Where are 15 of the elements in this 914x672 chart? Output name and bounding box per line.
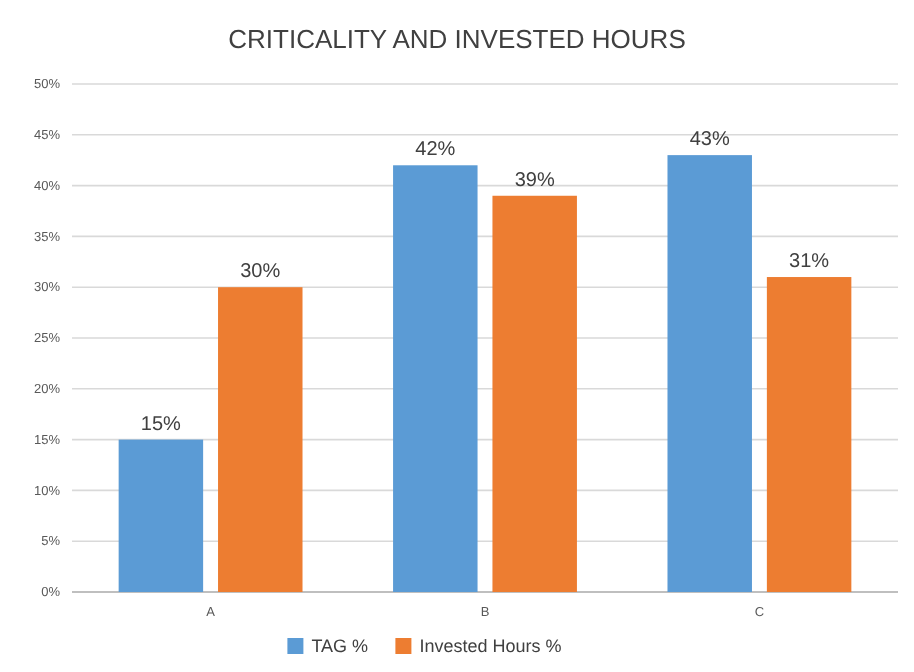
bar <box>218 287 303 592</box>
bar <box>118 439 204 592</box>
data-label: 39% <box>514 169 555 192</box>
bar <box>667 155 752 592</box>
chart-title: CRITICALITY AND INVESTED HOURS <box>228 24 687 54</box>
bar <box>492 195 577 592</box>
bar <box>393 165 478 592</box>
data-label: 15% <box>140 413 182 436</box>
legend-label: TAG % <box>311 636 369 656</box>
data-label: 30% <box>240 261 281 284</box>
data-label: 31% <box>789 251 830 274</box>
data-label: 43% <box>689 129 730 152</box>
data-label: 42% <box>415 139 456 162</box>
bar <box>766 277 852 592</box>
legend-label: Invested Hours % <box>419 636 562 656</box>
